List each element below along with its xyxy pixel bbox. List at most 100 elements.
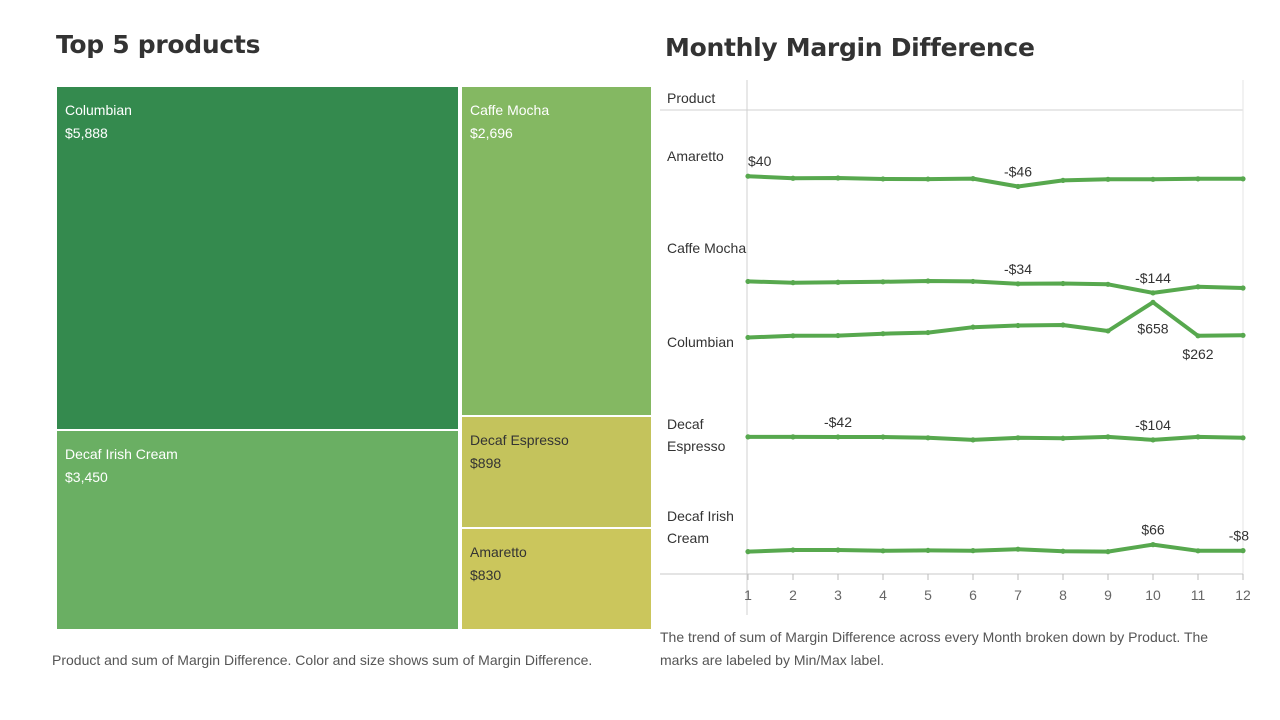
data-point [1060,548,1066,554]
data-label: -$42 [824,414,852,430]
data-point [1195,548,1201,554]
x-tick-label: 8 [1059,587,1067,603]
data-point [970,324,976,330]
data-point [970,176,976,182]
data-label: $40 [748,153,772,169]
x-tick-label: 6 [969,587,977,603]
row-label: Decaf [667,416,704,432]
x-tick-label: 12 [1235,587,1250,603]
data-point [745,173,751,179]
data-point [1195,176,1201,182]
data-point [835,434,841,440]
treemap-tile-name: Caffe Mocha [470,102,550,118]
data-point [880,279,886,285]
row-label: Amaretto [667,148,724,164]
data-point [1150,176,1156,182]
treemap-tile[interactable]: Columbian $5,888 [56,86,459,430]
data-point [1060,177,1066,183]
data-point [1195,333,1201,339]
series-line [746,434,1245,442]
x-tick-label: 10 [1145,587,1161,603]
row-label: Decaf Irish [667,508,734,524]
treemap-tile-label: Decaf Irish Cream $3,450 [65,443,178,489]
data-point [925,329,931,336]
data-point [1150,437,1156,443]
data-point [745,549,751,555]
data-point [1015,435,1021,441]
data-point [925,435,931,441]
data-point [1105,328,1111,334]
treemap-caption: Product and sum of Margin Difference. Co… [52,652,593,668]
data-point [1240,332,1246,338]
x-tick-label: 4 [879,587,887,603]
data-point [880,176,886,182]
data-point [925,278,931,284]
x-tick-label: 5 [924,587,932,603]
data-point [1150,290,1156,296]
data-point [745,278,751,285]
line-chart-title: Monthly Margin Difference [665,33,1035,62]
data-point [925,176,931,182]
treemap-tile[interactable]: Decaf Espresso $898 [461,416,652,528]
data-label: -$144 [1135,270,1171,286]
data-label: -$34 [1004,261,1032,277]
treemap-tile-value: $830 [470,567,502,583]
treemap-title: Top 5 products [56,30,261,59]
data-label: $66 [1141,522,1165,538]
data-label: $262 [1182,346,1213,362]
treemap-tile-value: $898 [470,455,502,471]
line-chart-caption: The trend of sum of Margin Difference ac… [660,629,1209,668]
treemap-tile-label: Caffe Mocha $2,696 [470,99,549,145]
data-label: -$46 [1004,164,1032,180]
row-label: Cream [667,530,709,546]
data-point [1060,435,1066,441]
data-point [835,547,841,553]
data-label: -$8 [1229,528,1249,544]
data-point [790,434,796,440]
treemap-tile-name: Decaf Irish Cream [65,446,178,462]
row-label: Caffe Mocha [667,240,746,256]
data-point [1240,435,1246,441]
data-point [835,332,841,339]
treemap-tile[interactable]: Amaretto $830 [461,528,652,630]
data-point [1015,281,1021,287]
x-tick-label: 11 [1191,587,1206,603]
x-tick-label: 9 [1104,587,1112,603]
x-tick-label: 1 [744,587,752,603]
data-point [1240,176,1246,182]
row-label: Columbian [667,334,734,350]
treemap-tile[interactable]: Decaf Irish Cream $3,450 [56,430,459,630]
series-line [746,279,1245,295]
data-point [1105,549,1111,555]
data-point [1060,322,1066,328]
treemap-tile-name: Columbian [65,102,132,118]
data-point [925,547,931,554]
data-label: -$104 [1135,417,1171,433]
data-point [745,434,751,440]
treemap-tile-label: Amaretto $830 [470,541,527,587]
x-tick-label: 7 [1014,587,1022,603]
data-point [1195,284,1201,290]
data-point [1150,299,1156,305]
row-label: Espresso [667,438,726,454]
series-line [746,174,1245,189]
data-point [745,334,751,341]
data-point [1240,548,1246,554]
data-point [1105,434,1111,440]
treemap-tile-name: Amaretto [470,544,527,560]
data-label: $658 [1137,320,1168,336]
data-point [1105,281,1111,287]
x-tick-label: 2 [789,587,797,603]
data-point [1015,183,1021,190]
data-point [1015,546,1021,552]
series-line [746,300,1245,340]
treemap-tile[interactable]: Caffe Mocha $2,696 [461,86,652,416]
data-point [1060,280,1066,287]
treemap-tile-value: $3,450 [65,469,108,485]
data-point [970,548,976,554]
data-point [1240,285,1246,291]
treemap-tile-value: $2,696 [470,125,513,141]
data-point [790,547,796,553]
series-line [746,542,1245,554]
